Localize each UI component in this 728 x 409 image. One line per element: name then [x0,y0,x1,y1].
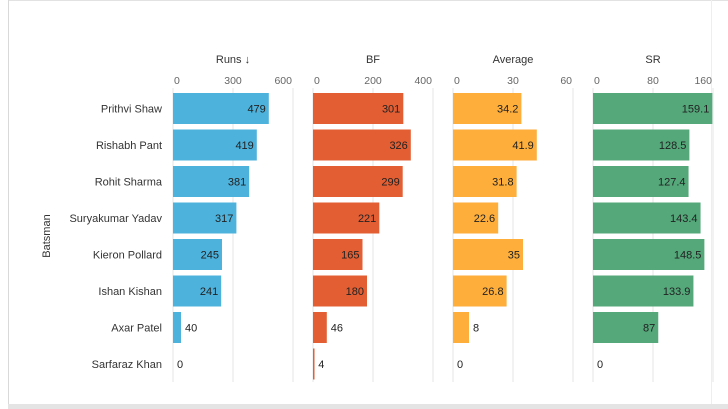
data-label: 46 [331,323,343,335]
bar [313,275,367,307]
data-label: 40 [185,323,197,335]
category-label: Axar Patel [111,323,162,335]
bar [593,129,690,161]
tick-label: 200 [364,75,382,87]
tick-label: 300 [224,75,242,87]
category-label: Ishan Kishan [98,286,162,298]
data-label: 31.8 [492,177,513,189]
panel-title: Runs ↓ [216,54,250,66]
category-label: Rishabh Pant [96,140,162,152]
bar [173,202,237,234]
bar [173,129,257,161]
data-label: 0 [177,359,183,371]
bar [313,348,315,380]
tick-label: 0 [314,75,320,87]
tick-label: 0 [454,75,460,87]
tick-label: 80 [647,75,659,87]
bar [593,93,713,124]
tick-label: 600 [274,75,292,87]
data-label: 148.5 [674,250,702,262]
panel-title: SR [645,54,660,66]
data-label: 299 [381,177,399,189]
category-label: Sarfaraz Khan [92,359,162,371]
data-label: 22.6 [474,213,495,225]
data-label: 317 [215,213,233,225]
bar [593,312,659,343]
data-label: 143.4 [670,213,698,225]
data-label: 245 [201,250,219,262]
row-axis-label: Batsman [41,214,53,257]
chart-top-border [8,0,728,1]
bar [453,312,469,343]
data-label: 241 [200,286,218,298]
data-label: 0 [457,359,463,371]
bar [313,312,327,343]
category-label: Rohit Sharma [95,177,163,189]
category-label: Suryakumar Yadav [69,213,162,225]
data-label: 0 [597,359,603,371]
bar [313,166,403,197]
bar [173,93,269,124]
data-label: 221 [358,213,376,225]
bar [313,202,380,234]
data-label: 326 [389,140,407,152]
tick-label: 60 [560,75,572,87]
data-label: 419 [235,140,253,152]
panel-title: BF [366,54,380,66]
bar [173,275,222,307]
bar [173,312,181,343]
chart-left-border [8,0,9,409]
data-label: 87 [643,323,655,335]
bar [453,93,522,124]
bar [593,275,694,307]
data-label: 479 [247,104,265,116]
data-label: 381 [228,177,246,189]
data-label: 165 [341,250,359,262]
tick-label: 160 [694,75,712,87]
tick-label: 0 [174,75,180,87]
bar [453,166,517,197]
tick-label: 30 [507,75,519,87]
data-label: 180 [346,286,364,298]
category-label: Prithvi Shaw [101,104,162,116]
bar [453,275,507,307]
data-label: 133.9 [663,286,691,298]
tick-label: 400 [414,75,432,87]
bar [173,239,222,270]
chart-bottom-border [8,404,728,409]
bar [313,239,363,270]
bar [453,239,523,270]
data-label: 4 [318,359,324,371]
data-label: 26.8 [482,286,503,298]
data-label: 8 [473,323,479,335]
data-label: 159.1 [682,104,710,116]
data-label: 34.2 [497,104,518,116]
data-label: 127.4 [658,177,686,189]
bar [453,202,499,234]
bar [593,239,705,270]
data-label: 128.5 [659,140,687,152]
bar [173,166,250,197]
tick-label: 0 [594,75,600,87]
data-label: 35 [508,250,520,262]
data-label: 41.9 [512,140,533,152]
bar [593,166,689,197]
category-label: Kieron Pollard [93,250,162,262]
panel-title: Average [493,54,534,66]
bar [313,129,411,161]
bar [313,93,404,124]
bar [453,129,537,161]
bar [593,202,701,234]
chart-right-border [711,0,712,404]
data-label: 301 [382,104,400,116]
